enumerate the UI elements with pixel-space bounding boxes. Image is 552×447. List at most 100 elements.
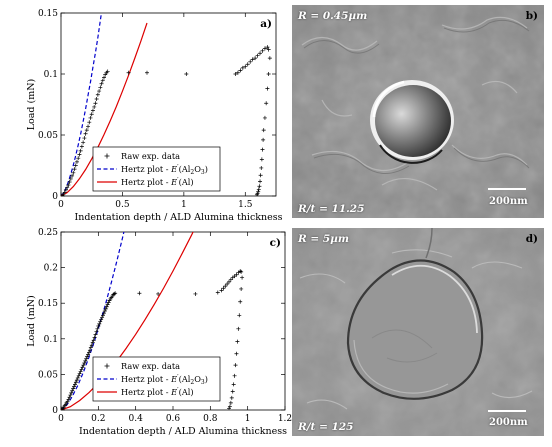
data-point bbox=[73, 382, 77, 387]
data-point bbox=[219, 288, 224, 293]
data-point bbox=[103, 306, 108, 311]
data-point bbox=[184, 72, 189, 76]
data-point bbox=[227, 406, 231, 410]
data-point bbox=[78, 369, 83, 374]
data-point bbox=[256, 189, 261, 194]
chart-c-svg: 0 0.2 0.4 0.6 0.8 1 1.2 0 0.05 0.1 0.15 0.2 0.25 Inde… bbox=[26, 228, 292, 437]
x-tick-label: 0.5 bbox=[115, 200, 130, 210]
x-tick-label: 1.2 bbox=[278, 414, 292, 424]
data-point bbox=[248, 59, 253, 64]
panel-label: c) bbox=[270, 237, 281, 249]
data-point bbox=[92, 335, 97, 340]
data-point bbox=[105, 302, 110, 307]
data-point bbox=[66, 397, 71, 402]
data-point bbox=[87, 120, 92, 125]
micrograph-b-image bbox=[292, 5, 544, 218]
data-point bbox=[87, 348, 92, 353]
x-tick-label: 0.2 bbox=[91, 414, 105, 424]
data-point bbox=[97, 89, 102, 94]
data-point bbox=[231, 382, 236, 387]
data-point bbox=[238, 68, 243, 73]
data-point bbox=[82, 136, 87, 141]
data-point bbox=[79, 144, 84, 149]
data-point bbox=[137, 291, 142, 296]
data-point bbox=[106, 300, 111, 305]
data-point bbox=[236, 326, 241, 331]
data-point bbox=[101, 311, 106, 316]
micrograph-b-radius: R = 0.45µm bbox=[298, 10, 368, 22]
legend-marker bbox=[104, 363, 110, 369]
data-point bbox=[61, 407, 64, 410]
data-point bbox=[227, 404, 232, 409]
micrograph-b: R = 0.45µm b) R/t = 11.25 200nm bbox=[292, 5, 544, 218]
data-point bbox=[243, 64, 248, 69]
data-point bbox=[91, 338, 96, 343]
data-point bbox=[126, 70, 131, 75]
legend-box bbox=[92, 356, 221, 402]
data-point bbox=[156, 291, 161, 296]
data-point bbox=[72, 384, 77, 389]
data-point bbox=[228, 277, 233, 282]
data-point bbox=[240, 65, 245, 70]
data-point bbox=[67, 179, 72, 184]
series-line-2 bbox=[61, 22, 148, 196]
data-point bbox=[215, 290, 220, 295]
x-tick-label: 0.8 bbox=[203, 414, 218, 424]
data-point bbox=[265, 86, 270, 91]
data-point bbox=[104, 304, 109, 309]
data-point bbox=[250, 57, 255, 62]
data-point bbox=[77, 371, 82, 376]
data-point bbox=[254, 192, 259, 196]
data-point bbox=[234, 272, 239, 277]
data-point bbox=[62, 190, 67, 195]
y-axis-label: Load (mN) bbox=[26, 295, 37, 347]
data-point bbox=[264, 101, 269, 106]
data-point bbox=[266, 72, 271, 76]
data-point bbox=[81, 363, 86, 368]
data-point bbox=[258, 173, 263, 178]
data-point bbox=[66, 183, 71, 188]
x-tick-label: 0.6 bbox=[166, 414, 181, 424]
data-point bbox=[80, 365, 85, 370]
data-point bbox=[262, 46, 267, 51]
series-line-2 bbox=[61, 232, 194, 410]
data-point bbox=[235, 70, 240, 75]
data-point bbox=[245, 62, 250, 67]
legend-label: Hertz plot - E′(Al2O3) bbox=[121, 163, 208, 176]
data-point bbox=[75, 375, 80, 380]
x-tick-label: 0 bbox=[58, 200, 64, 210]
data-point bbox=[261, 128, 266, 133]
plot-frame bbox=[60, 12, 277, 197]
data-point bbox=[90, 340, 95, 345]
legend-label: Hertz plot - E′(Al2O3) bbox=[121, 373, 208, 386]
data-point bbox=[260, 48, 265, 53]
data-point bbox=[72, 167, 77, 172]
data-point bbox=[102, 309, 107, 314]
y-tick-label: 0.25 bbox=[38, 228, 58, 238]
panel-label: a) bbox=[260, 18, 272, 30]
data-point bbox=[95, 92, 100, 97]
data-point bbox=[259, 165, 264, 170]
data-point bbox=[68, 176, 73, 181]
data-point bbox=[65, 399, 70, 404]
data-point bbox=[113, 291, 118, 296]
data-point bbox=[112, 291, 117, 296]
y-tick-label: 0.2 bbox=[44, 264, 58, 274]
data-point bbox=[238, 269, 243, 274]
data-point bbox=[96, 323, 101, 328]
x-tick-label: 0.4 bbox=[129, 414, 144, 424]
data-point bbox=[67, 395, 72, 400]
data-point bbox=[102, 75, 106, 80]
data-point bbox=[74, 159, 79, 164]
y-axis-label: Load (mN) bbox=[26, 79, 37, 131]
y-tick-label: 0.15 bbox=[38, 299, 58, 309]
data-point bbox=[233, 72, 238, 76]
data-point bbox=[88, 345, 93, 350]
data-point bbox=[238, 299, 243, 304]
micrograph-b-scale-bar bbox=[488, 188, 526, 190]
data-point bbox=[94, 329, 99, 334]
data-point bbox=[234, 351, 239, 356]
data-point bbox=[83, 131, 88, 136]
data-point bbox=[65, 185, 70, 190]
data-point bbox=[266, 47, 271, 52]
